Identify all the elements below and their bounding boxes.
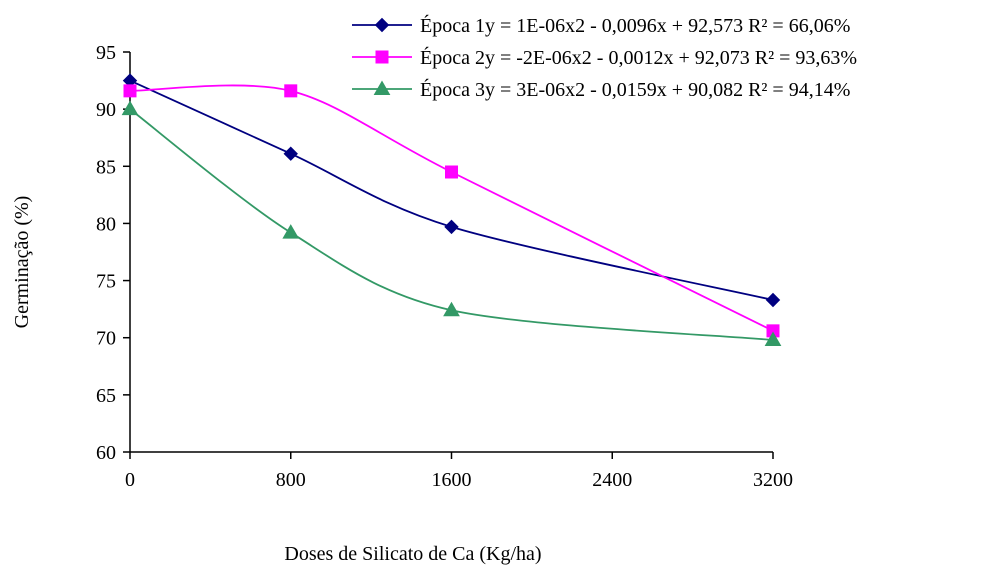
series-3 [121, 100, 782, 346]
legend-series-name: Época 3 [420, 78, 485, 101]
x-tick-label: 800 [276, 469, 306, 491]
legend-item: Época 1y = 1E-06x2 - 0,0096x + 92,573 R²… [352, 14, 850, 37]
y-tick-label: 70 [96, 328, 116, 350]
series-line [129, 84, 774, 332]
legend-equation: y = 3E-06x2 - 0,0159x + 90,082 R² = 94,1… [485, 79, 850, 101]
legend-marker [375, 50, 389, 64]
x-tick-label: 0 [125, 469, 135, 491]
x-ticks: 0 800 1600 2400 3200 [125, 452, 793, 491]
legend-item: Época 3y = 3E-06x2 - 0,0159x + 90,082 R²… [352, 78, 850, 101]
data-point [121, 100, 139, 116]
data-point [282, 224, 300, 239]
x-axis-title: Doses de Silicato de Ca (Kg/ha) [284, 543, 541, 565]
legend-marker [373, 80, 391, 95]
y-tick-label: 65 [96, 385, 116, 407]
x-tick-label: 3200 [753, 469, 793, 491]
legend-marker [374, 17, 390, 33]
legend-label: Época 2y = -2E-06x2 - 0,0012x + 92,073 R… [420, 46, 857, 69]
series-line [129, 79, 774, 301]
legend-item: Época 2y = -2E-06x2 - 0,0012x + 92,073 R… [352, 46, 857, 69]
data-point [765, 292, 781, 308]
data-point [443, 301, 460, 317]
series-line [129, 108, 774, 341]
x-tick-label: 1600 [432, 469, 472, 491]
y-tick-label: 90 [96, 99, 116, 121]
series-layer [121, 73, 782, 346]
y-tick-label: 80 [96, 213, 116, 235]
data-point [284, 84, 298, 98]
data-point [123, 84, 137, 98]
series-1 [122, 73, 781, 308]
legend-label: Época 3y = 3E-06x2 - 0,0159x + 90,082 R²… [420, 78, 850, 101]
data-point [445, 165, 458, 179]
axes [129, 52, 773, 453]
legend-equation: y = 1E-06x2 - 0,0096x + 92,573 R² = 66,0… [485, 15, 850, 37]
data-point [764, 331, 782, 346]
x-tick-label: 2400 [592, 469, 632, 491]
legend: Época 1y = 1E-06x2 - 0,0096x + 92,573 R²… [352, 14, 857, 101]
legend-label: Época 1y = 1E-06x2 - 0,0096x + 92,573 R²… [420, 14, 850, 37]
data-point [283, 146, 298, 161]
legend-series-name: Época 1 [420, 14, 485, 37]
y-tick-label: 85 [96, 156, 116, 178]
y-tick-label: 95 [96, 42, 116, 64]
y-axis-title: Germinação (%) [11, 196, 33, 329]
y-ticks: 60 65 70 75 80 85 90 95 [96, 42, 130, 464]
legend-series-name: Época 2 [420, 46, 485, 69]
y-tick-label: 60 [96, 442, 116, 464]
series-2 [123, 84, 780, 338]
data-point [444, 219, 459, 235]
legend-equation: y = -2E-06x2 - 0,0012x + 92,073 R² = 93,… [485, 47, 857, 69]
y-tick-label: 75 [96, 271, 116, 293]
